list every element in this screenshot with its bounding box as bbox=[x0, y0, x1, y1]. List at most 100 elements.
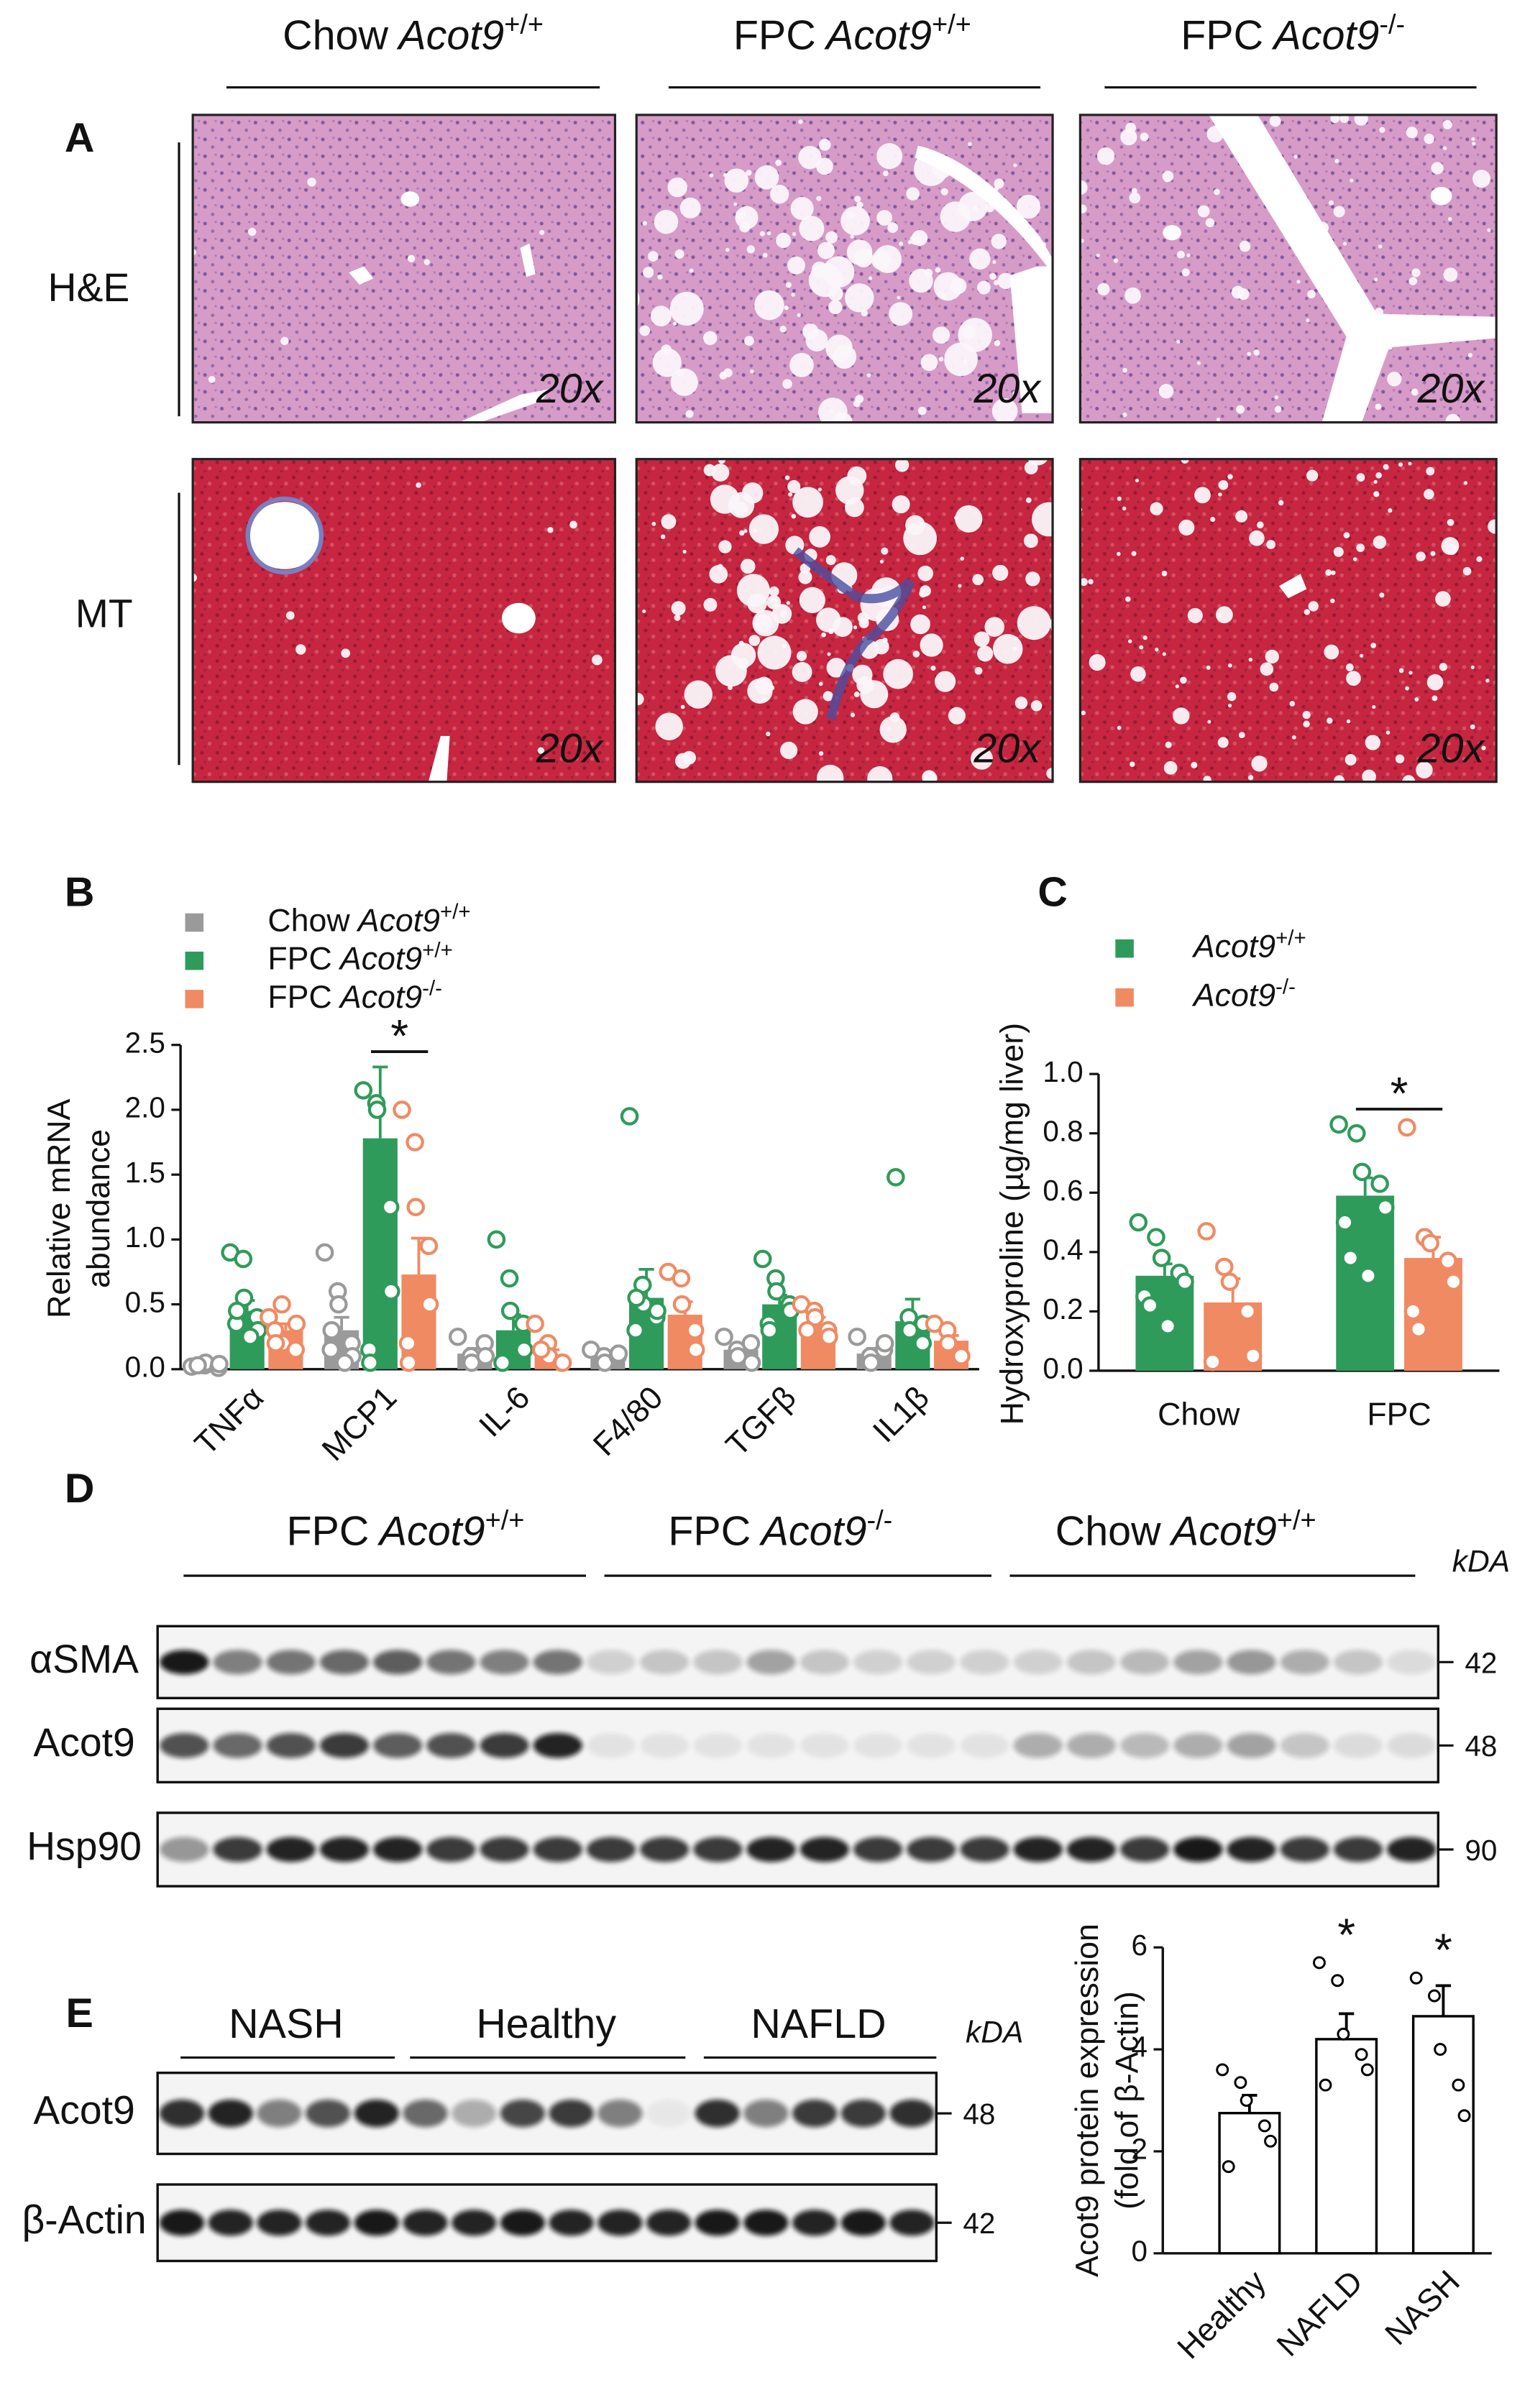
vacuole bbox=[1096, 253, 1100, 257]
vacuole bbox=[682, 549, 687, 554]
vacuole bbox=[642, 221, 647, 226]
vacuole bbox=[972, 574, 984, 586]
genotype: -/- bbox=[1275, 975, 1296, 998]
blot-band bbox=[213, 1732, 262, 1758]
vacuole bbox=[1463, 481, 1468, 485]
vacuole bbox=[1214, 188, 1220, 196]
vacuole bbox=[1228, 663, 1232, 668]
vacuole bbox=[661, 514, 677, 530]
vacuole bbox=[1424, 489, 1434, 500]
kda-unit: kDA bbox=[966, 2016, 1023, 2050]
vacuole bbox=[1248, 657, 1253, 662]
vacuole bbox=[797, 313, 801, 317]
data-point bbox=[1352, 1162, 1372, 1182]
blot-band bbox=[597, 2099, 643, 2128]
vacuole bbox=[991, 234, 1007, 249]
blot-label: Acot9 bbox=[33, 1720, 134, 1765]
data-point bbox=[1335, 1213, 1355, 1232]
vacuole bbox=[736, 209, 746, 220]
significance-mark: * bbox=[1391, 1067, 1408, 1119]
y-axis-label: Hydroxyproline (µg/mg liver) bbox=[995, 1023, 1030, 1425]
vacuole bbox=[792, 232, 797, 236]
vacuole bbox=[1236, 405, 1245, 414]
blot-band bbox=[746, 1650, 796, 1675]
label: FPC Acot9-/- bbox=[668, 1506, 892, 1555]
blot-band bbox=[533, 1650, 582, 1675]
blot-band bbox=[907, 1650, 956, 1675]
data-point bbox=[672, 1269, 691, 1288]
vacuole bbox=[766, 594, 782, 610]
blot-band bbox=[695, 2210, 740, 2236]
vacuole bbox=[917, 107, 921, 111]
vacuole bbox=[798, 570, 812, 584]
vacuole bbox=[1113, 258, 1119, 263]
vacuole bbox=[1165, 741, 1172, 748]
bar bbox=[401, 1274, 436, 1369]
vacuole bbox=[1210, 516, 1216, 523]
vacuole bbox=[1373, 479, 1378, 484]
vacuole bbox=[989, 272, 997, 280]
vacuole bbox=[689, 268, 694, 273]
data-point bbox=[627, 1288, 646, 1308]
vacuole bbox=[960, 556, 965, 561]
blot-band bbox=[403, 2210, 448, 2236]
vacuole bbox=[775, 160, 782, 166]
vacuole bbox=[818, 751, 824, 756]
vacuole bbox=[994, 178, 1004, 189]
data-point bbox=[1337, 2027, 1350, 2041]
vacuole bbox=[868, 276, 873, 280]
vacuole bbox=[1227, 691, 1237, 702]
vacuole bbox=[754, 290, 784, 321]
vacuole bbox=[1339, 114, 1350, 124]
vacuole bbox=[1061, 173, 1079, 190]
vacuole bbox=[670, 368, 698, 396]
label: FPC Acot9+/+ bbox=[267, 938, 452, 976]
image-border bbox=[1078, 114, 1498, 424]
vacuole bbox=[709, 173, 714, 178]
data-point bbox=[672, 1295, 692, 1314]
vacuole bbox=[1063, 359, 1069, 366]
blot-band bbox=[159, 2099, 205, 2128]
vacuole bbox=[736, 574, 770, 607]
blot-band bbox=[1120, 1837, 1170, 1862]
vacuole bbox=[1217, 737, 1229, 748]
vacuole bbox=[717, 564, 723, 570]
vacuole bbox=[1164, 177, 1170, 183]
vacuole bbox=[626, 274, 634, 282]
vacuole bbox=[992, 259, 997, 265]
vacuole bbox=[652, 348, 682, 377]
vacuole bbox=[809, 525, 830, 548]
vacuole bbox=[861, 309, 868, 317]
y-tick-label: 0 bbox=[1132, 2234, 1148, 2267]
vacuole bbox=[728, 685, 733, 690]
vacuole bbox=[1130, 666, 1146, 682]
data-point bbox=[1197, 1222, 1216, 1241]
data-point bbox=[741, 1333, 761, 1353]
vacuole bbox=[685, 410, 694, 418]
data-point bbox=[553, 1354, 572, 1372]
x-tick-label: F4/80 bbox=[587, 1380, 669, 1463]
vacuole bbox=[930, 665, 936, 671]
bar bbox=[362, 1138, 398, 1369]
label: FPC Acot9+/+ bbox=[733, 9, 971, 58]
vacuole bbox=[1472, 170, 1491, 188]
gene-name: Acot9 bbox=[377, 1509, 485, 1555]
vacuole bbox=[1130, 761, 1135, 767]
vacuole bbox=[770, 185, 789, 204]
data-point bbox=[1203, 1352, 1222, 1371]
vacuole bbox=[1398, 462, 1403, 467]
vacuole bbox=[1352, 557, 1357, 561]
kda-label: 90 bbox=[1465, 1834, 1497, 1867]
vacuole bbox=[876, 210, 893, 226]
vacuole bbox=[766, 231, 771, 236]
blot-band bbox=[319, 1837, 370, 1862]
data-point bbox=[399, 1354, 418, 1372]
vacuole bbox=[1016, 194, 1041, 219]
vacuole bbox=[782, 379, 792, 389]
vacuole bbox=[1122, 506, 1127, 511]
vacuole bbox=[626, 78, 636, 89]
blot-band bbox=[840, 2099, 886, 2128]
vacuole bbox=[709, 565, 728, 584]
label-prefix: FPC bbox=[733, 13, 816, 59]
